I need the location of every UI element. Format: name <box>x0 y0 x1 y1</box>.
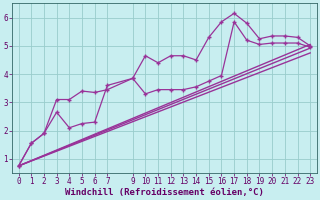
X-axis label: Windchill (Refroidissement éolien,°C): Windchill (Refroidissement éolien,°C) <box>65 188 264 197</box>
